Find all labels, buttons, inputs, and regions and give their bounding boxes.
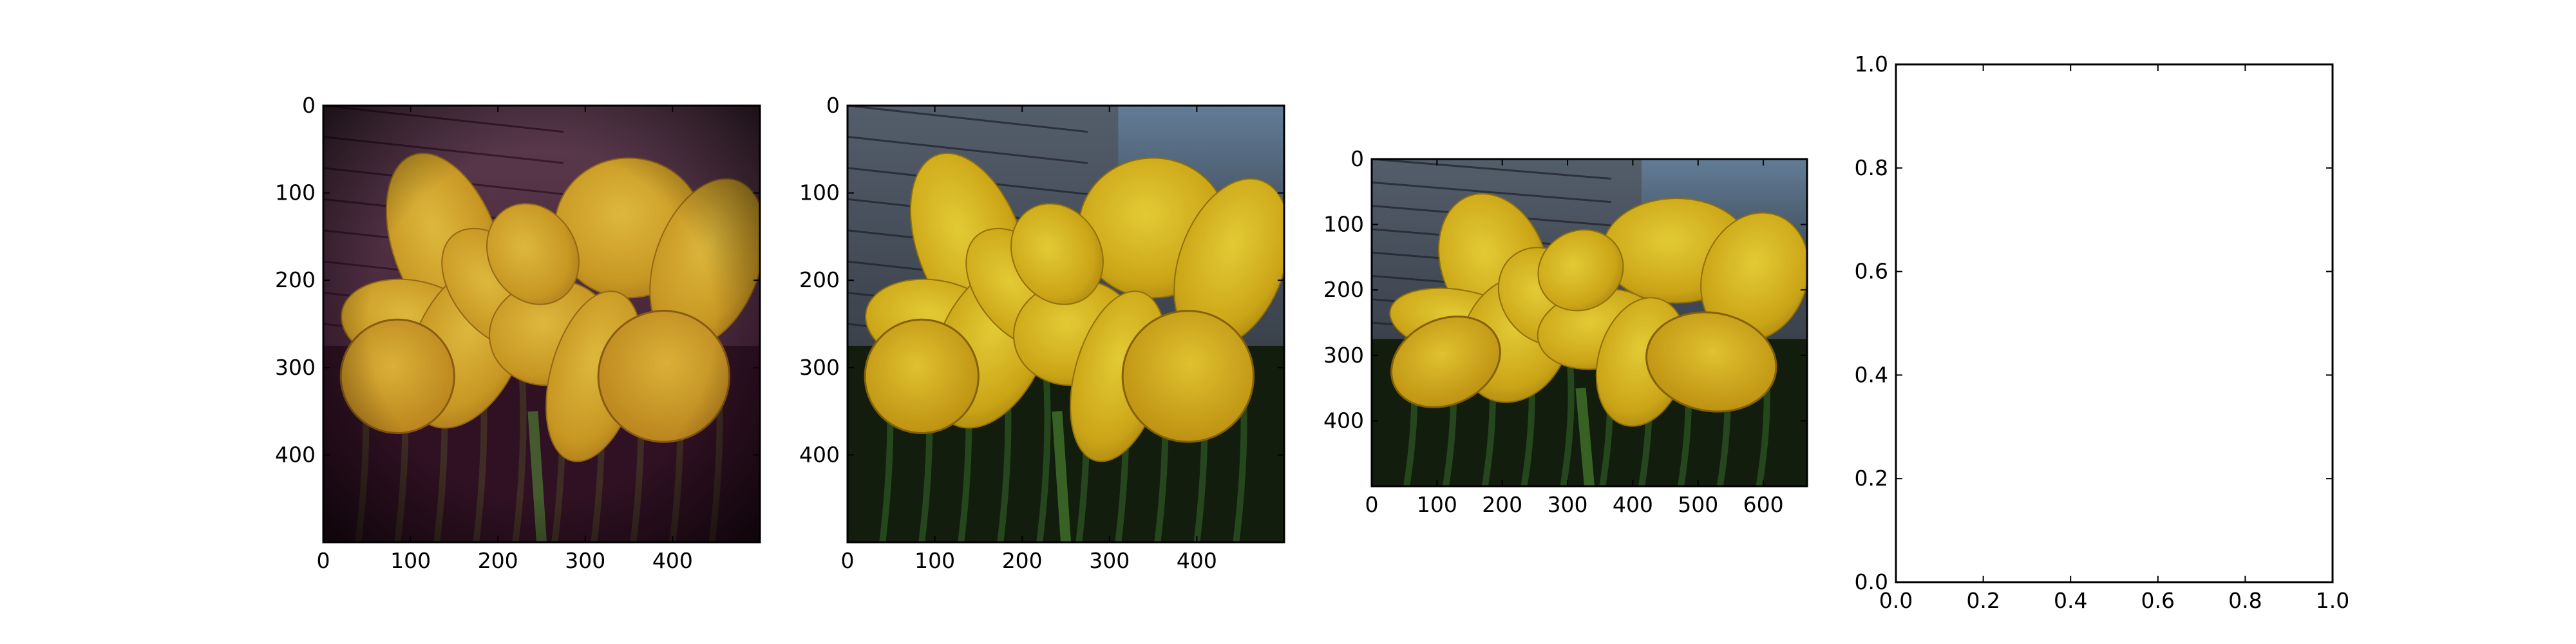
x-tick-label: 1.0 [2316,588,2349,613]
axes-frame [322,104,761,544]
y-tick-label: 200 [275,267,316,292]
y-tick-label: 1.0 [1855,52,1888,77]
y-tick-label: 200 [799,267,840,292]
y-tick-label: 0 [1350,146,1364,171]
x-tick-label: 100 [914,548,955,573]
x-tick-label: 500 [1678,492,1718,517]
y-tick-label: 100 [1323,212,1364,237]
x-tick-label: 400 [1177,548,1217,573]
y-tick-label: 0.4 [1855,362,1888,387]
x-tick-label: 200 [1482,492,1522,517]
y-tick-label: 300 [275,355,316,380]
subplot-3: 0 100 200 300 400 500 600 0 100 200 300 400 [1323,146,1808,517]
x-tick-label: 0.2 [1966,588,2000,613]
subplot-1: 0 100 200 300 400 0 100 200 300 400 [275,93,761,573]
daffodil-photo [848,106,1284,542]
axes-frame [1370,158,1808,488]
x-tick-label: 0.6 [2141,588,2175,613]
x-tick-label: 600 [1743,492,1784,517]
y-tick-label: 300 [799,355,840,380]
x-tick-label: 200 [478,548,518,573]
axes-frame [1895,63,2334,583]
y-tick-label: 100 [275,180,316,205]
x-tick-label: 0.8 [2228,588,2262,613]
subplot-2: 0 100 200 300 400 0 100 200 300 400 [799,93,1285,573]
y-tick-label: 0 [826,93,840,118]
plot-area [1896,64,2333,582]
daffodil-photo [1372,159,1807,486]
y-tick-label: 0 [302,93,316,118]
x-tick-label: 400 [652,548,693,573]
y-tick-label: 0.8 [1855,155,1888,180]
x-tick-label: 300 [1089,548,1130,573]
y-tick-label: 300 [1323,343,1364,368]
x-tick-label: 300 [1548,492,1588,517]
x-tick-label: 0 [317,548,330,573]
x-tick-label: 200 [1002,548,1043,573]
y-tick-label: 0.2 [1855,466,1888,491]
x-tick-label: 0.0 [1879,588,1913,613]
y-tick-label: 200 [1323,277,1364,302]
x-tick-label: 0 [1365,492,1379,517]
y-tick-label: 0.6 [1855,259,1888,284]
y-tick-label: 400 [799,442,840,467]
y-tick-label: 100 [799,180,840,205]
subplot-4: 0.0 0.2 0.4 0.6 0.8 1.0 0.0 0.2 0.4 0.6 0.8 1.0 [1855,52,2350,613]
x-tick-label: 0 [841,548,855,573]
y-tick-label: 400 [1323,408,1364,433]
daffodil-photo [323,106,760,542]
y-tick-label: 400 [275,442,316,467]
x-tick-label: 0.4 [2054,588,2087,613]
y-tick-label: 0.0 [1855,569,1888,594]
x-tick-label: 300 [565,548,605,573]
x-tick-label: 400 [1613,492,1653,517]
x-tick-label: 100 [390,548,431,573]
axes-frame [846,104,1285,544]
x-tick-label: 100 [1417,492,1457,517]
